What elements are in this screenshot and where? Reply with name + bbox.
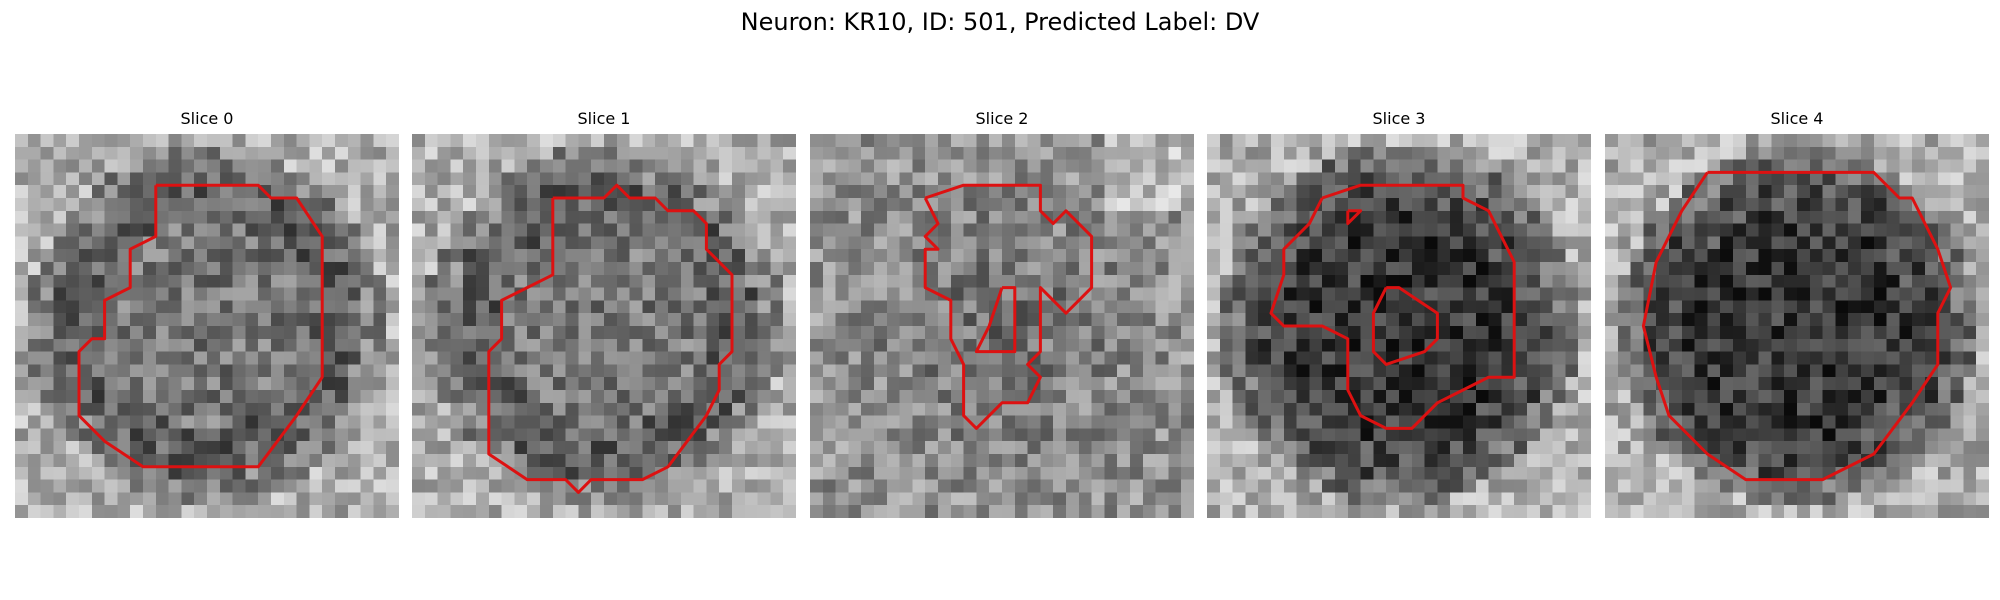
slice-title: Slice 1	[577, 109, 631, 128]
slice-image	[412, 134, 796, 518]
pixel-grid	[810, 134, 1194, 518]
slice-title: Slice 4	[1770, 109, 1824, 128]
slice-image	[1207, 134, 1591, 518]
slice-image	[15, 134, 399, 518]
slice-title: Slice 3	[1372, 109, 1426, 128]
figure-title: Neuron: KR10, ID: 501, Predicted Label: …	[740, 8, 1260, 36]
roi-contour	[487, 183, 734, 494]
pixel-grid	[15, 134, 399, 518]
roi-contour	[1269, 183, 1516, 430]
roi-contour	[1371, 286, 1439, 366]
slice-title: Slice 2	[975, 109, 1029, 128]
pixel-grid	[1207, 134, 1591, 518]
slice-image	[1605, 134, 1989, 518]
pixel-grid	[412, 134, 796, 518]
roi-contour	[1346, 209, 1363, 226]
roi-contour	[1641, 170, 1953, 482]
slice-title: Slice 0	[180, 109, 234, 128]
roi-contour	[923, 183, 1094, 430]
roi-contour	[974, 286, 1017, 354]
slice-image	[810, 134, 1194, 518]
pixel-grid	[1605, 134, 1989, 518]
roi-contour	[77, 183, 324, 469]
